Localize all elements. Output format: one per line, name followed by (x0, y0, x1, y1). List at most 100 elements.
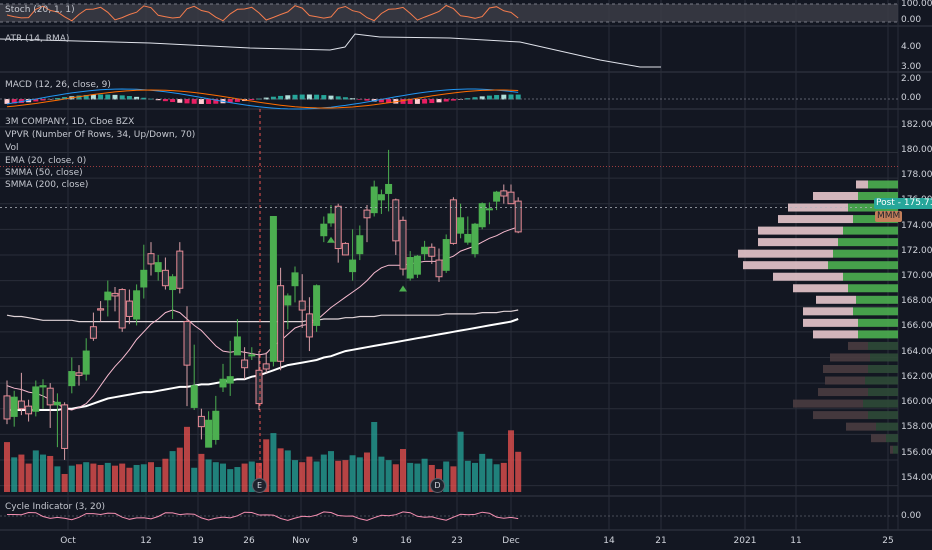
earnings-event-marker[interactable]: E (252, 478, 267, 493)
time-label-oct: Oct (60, 536, 76, 546)
candle-body (154, 262, 162, 273)
candle-body (449, 199, 457, 244)
vpvr-up-bar (868, 411, 898, 420)
volume-bar (191, 467, 198, 492)
time-label-25: 25 (882, 536, 894, 546)
vpvr-up-bar (843, 226, 898, 235)
cycle-legend[interactable]: Cycle Indicator (3, 20) (5, 502, 106, 512)
ema-legend[interactable]: EMA (20, close, 0) (5, 156, 87, 166)
macd-histogram-bar (62, 97, 68, 100)
vpvr-up-bar (856, 295, 898, 304)
candle-body (277, 285, 285, 362)
price-scale-166: 166.00 (901, 321, 932, 331)
smma50-line (7, 318, 519, 411)
stoch-legend[interactable]: Stoch (20, 1, 1) (5, 5, 75, 15)
dividend-event-marker[interactable]: D (430, 478, 445, 493)
candle-body (140, 269, 148, 288)
candle-body (500, 190, 508, 197)
volume-bar (126, 467, 133, 492)
candle-body (435, 259, 443, 278)
macd-histogram-bar (436, 99, 442, 103)
candle-body (442, 239, 450, 271)
macd-histogram-bar (184, 99, 190, 104)
vpvr-up-bar (853, 307, 898, 316)
price-scale-182: 182.00 (901, 120, 932, 130)
candle-body (248, 354, 256, 357)
candle-body (298, 300, 306, 311)
time-label-9: 9 (352, 536, 358, 546)
time-label-21: 21 (655, 536, 667, 546)
volume-bar (176, 447, 183, 492)
price-scale-162: 162.00 (901, 372, 932, 382)
atr-scale-3: 3.00 (901, 62, 922, 72)
vpvr-down-bar (778, 215, 853, 224)
volume-bar (198, 453, 205, 492)
smma50-legend[interactable]: SMMA (50, close) (5, 168, 83, 178)
macd-histogram-bar (328, 95, 334, 100)
stoch-line (6, 4, 519, 22)
candle-body (61, 404, 69, 449)
macd-histogram-bar (299, 94, 305, 100)
volume-bar (313, 461, 320, 492)
vpvr-down-bar (813, 330, 858, 339)
vpvr-up-bar (838, 238, 898, 247)
macd-histogram-bar (47, 99, 53, 100)
time-label-16: 16 (400, 536, 412, 546)
time-label-dec: Dec (502, 536, 520, 546)
volume-bar (407, 462, 414, 492)
candle-body (190, 385, 198, 408)
candle-body (97, 308, 105, 311)
macd-legend[interactable]: MACD (12, 26, close, 9) (5, 80, 111, 90)
vpvr-down-bar (823, 364, 868, 373)
vpvr-up-bar (848, 203, 898, 212)
volume-bar (248, 461, 255, 492)
macd-histogram-bar (508, 94, 514, 100)
macd-histogram-bar (515, 94, 521, 100)
volume-bar (400, 449, 406, 492)
macd-histogram-bar (501, 94, 507, 100)
stoch-scale-100: 100.00 (901, 0, 932, 9)
macd-histogram-bar (40, 99, 46, 101)
candle-body (75, 372, 83, 376)
candle-body (471, 223, 479, 255)
volume-bar (4, 442, 10, 492)
time-label-23: 23 (451, 536, 463, 546)
vpvr-up-bar (858, 192, 898, 201)
cycle-scale-0: 0.00 (901, 511, 922, 521)
smma200-legend[interactable]: SMMA (200, close) (5, 180, 89, 190)
volume-bar (263, 439, 270, 492)
candle-body (32, 386, 40, 412)
atr-legend[interactable]: ATR (14, RMA) (5, 34, 70, 44)
symbol-legend[interactable]: 3M COMPANY, 1D, Cboe BZX (5, 117, 135, 127)
vpvr-down-bar (830, 353, 870, 362)
vpvr-legend[interactable]: VPVR (Number Of Rows, 34, Up/Down, 70) (5, 130, 196, 140)
volume-bar (486, 458, 493, 492)
macd-histogram-bar (4, 99, 10, 104)
candle-body (133, 290, 141, 320)
candle-body (104, 291, 112, 301)
macd-histogram-bar (422, 99, 428, 104)
candle-body (197, 415, 205, 428)
time-label-26: 26 (243, 536, 255, 546)
time-label-14: 14 (603, 536, 615, 546)
buy-signal-marker (399, 285, 407, 292)
volume-bar (493, 464, 500, 492)
vol-legend[interactable]: Vol (5, 143, 19, 153)
atr-scale-4: 4.00 (901, 42, 922, 52)
candle-body (169, 276, 177, 291)
vpvr-down-bar (813, 411, 868, 420)
vpvr-down-bar (825, 376, 865, 385)
volume-bar (443, 461, 450, 492)
vpvr-down-bar (788, 203, 848, 212)
candle-body (46, 387, 54, 406)
candle-body (3, 395, 11, 420)
time-label-2021: 2021 (733, 536, 757, 546)
candle-body (320, 223, 328, 237)
candle-body (39, 385, 47, 388)
macd-histogram-bar (90, 94, 96, 100)
volume-bar (414, 463, 421, 492)
price-scale-158: 158.00 (901, 422, 932, 432)
candle-body (161, 269, 169, 287)
candle-body (514, 200, 522, 233)
